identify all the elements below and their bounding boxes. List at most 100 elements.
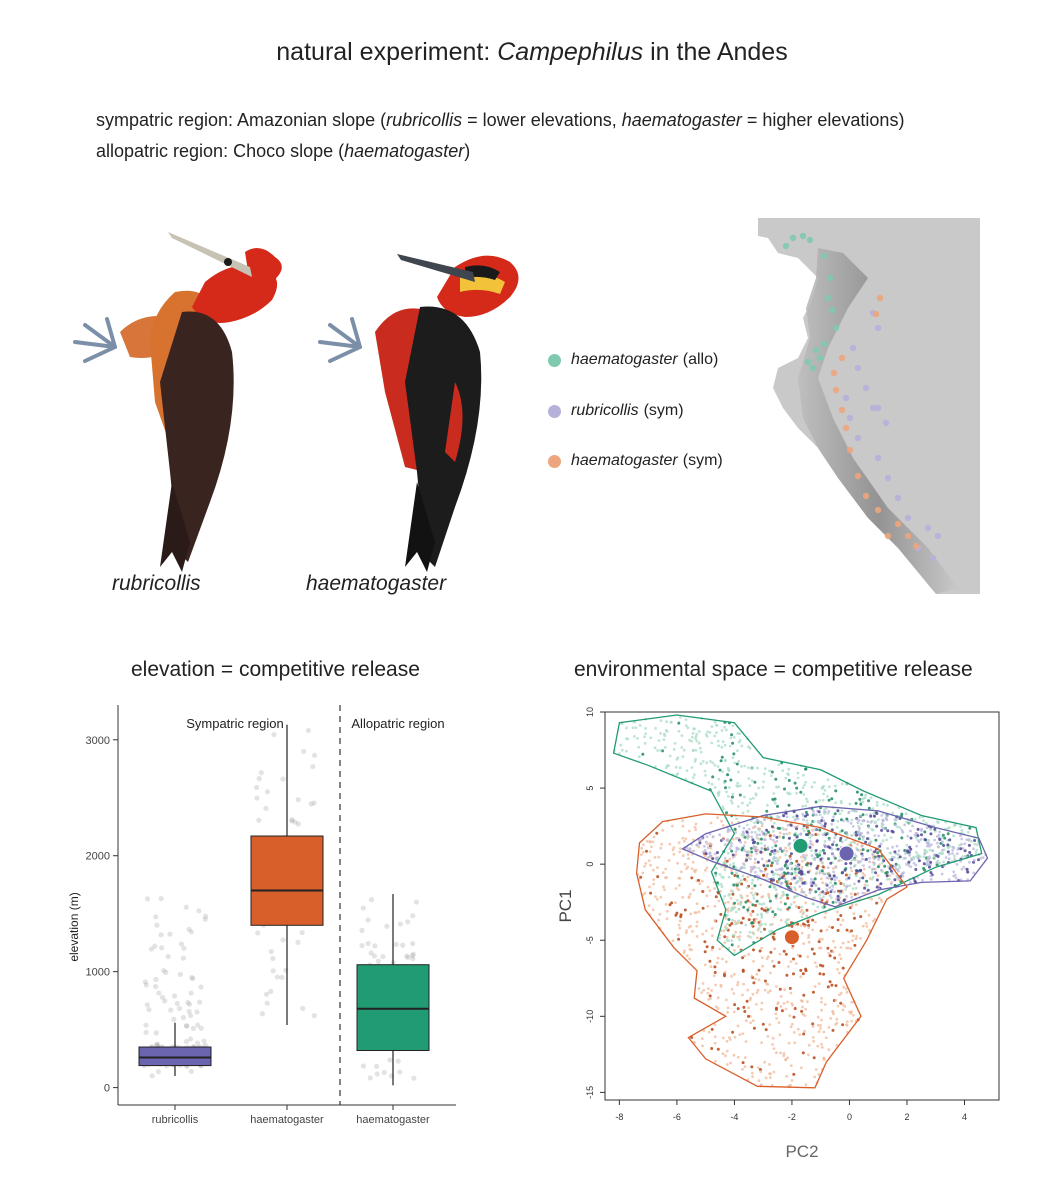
pca-point-2-280 xyxy=(760,824,764,828)
pca-point-0-148 xyxy=(737,908,741,911)
pca-point-2-526 xyxy=(704,868,707,872)
pca-point-0-183 xyxy=(888,857,892,861)
jitter-point-0-117 xyxy=(156,990,162,996)
pca-point-2-266 xyxy=(710,948,714,952)
pca-point-1-400 xyxy=(898,855,902,859)
pca-point-2-12 xyxy=(758,949,762,953)
pca-point-0-211 xyxy=(620,748,624,752)
pca-point-2-192 xyxy=(765,860,769,863)
pca-point-1-339 xyxy=(954,876,958,880)
pca-point-1-511 xyxy=(846,819,850,823)
pca-point-2-628 xyxy=(687,829,691,833)
x-tick-label-0: rubricollis xyxy=(152,1114,199,1126)
pca-point-0-457 xyxy=(727,894,731,897)
pca-point-2-348 xyxy=(842,985,846,989)
pca-point-1-576 xyxy=(796,817,800,821)
map-dot-2-14 xyxy=(884,532,892,540)
jitter-point-0-54 xyxy=(153,1030,159,1036)
map-dot-0-0 xyxy=(789,234,797,242)
pca-point-1-635 xyxy=(929,871,933,874)
pca-point-0-792 xyxy=(865,813,868,817)
pca-point-2-289 xyxy=(870,897,873,901)
pca-point-1-107 xyxy=(839,836,843,840)
jitter-point-2-46 xyxy=(395,1058,401,1064)
pca-point-1-481 xyxy=(823,851,826,855)
pca-point-2-786 xyxy=(832,1012,835,1016)
pca-point-2-673 xyxy=(769,906,772,910)
jitter-point-1-59 xyxy=(270,968,276,974)
pca-point-2-560 xyxy=(794,874,798,878)
pca-point-0-666 xyxy=(693,773,696,777)
pca-point-1-191 xyxy=(731,853,735,857)
pca-point-0-91 xyxy=(756,913,759,916)
jitter-point-0-5 xyxy=(144,1002,150,1008)
pca-point-0-451 xyxy=(898,866,902,869)
pca-point-0-519 xyxy=(690,766,694,769)
pca-point-2-677 xyxy=(826,898,829,902)
jitter-point-0-164 xyxy=(159,994,166,1000)
pca-point-1-196 xyxy=(833,878,837,882)
pca-point-0-649 xyxy=(835,826,839,829)
pca-point-0-743 xyxy=(771,797,775,801)
envelope-lines xyxy=(612,714,989,1089)
pca-point-0-836 xyxy=(644,732,648,736)
pca-point-1-197 xyxy=(831,843,835,847)
pca-point-1-114 xyxy=(861,891,865,895)
pca-point-2-575 xyxy=(788,1014,792,1018)
pca-point-1-479 xyxy=(745,830,749,834)
pca-point-1-469 xyxy=(845,877,848,881)
pca-point-2-300 xyxy=(728,1038,732,1041)
pca-point-0-468 xyxy=(883,833,886,837)
pca-point-1-453 xyxy=(901,874,905,878)
pca-point-2-236 xyxy=(839,914,843,917)
pca-point-2-674 xyxy=(827,951,831,955)
pca-point-1-638 xyxy=(751,867,754,871)
pca-point-0-690 xyxy=(633,735,636,738)
pca-point-1-342 xyxy=(951,852,954,855)
jitter-point-0-36 xyxy=(184,1023,190,1029)
pca-point-2-489 xyxy=(760,895,764,899)
pca-point-2-688 xyxy=(796,1027,800,1031)
pca-point-0-145 xyxy=(716,739,720,743)
pca-point-2-666 xyxy=(811,1022,815,1026)
pca-point-0-252 xyxy=(718,872,722,876)
pca-point-0-767 xyxy=(952,824,956,827)
pca-point-0-760 xyxy=(774,888,778,892)
pca-point-0-634 xyxy=(923,848,927,852)
pca-point-0-343 xyxy=(848,873,852,877)
pca-point-0-700 xyxy=(759,837,763,841)
jitter-point-2-51 xyxy=(397,1069,403,1075)
pca-point-2-45 xyxy=(691,930,694,933)
pca-point-1-392 xyxy=(860,844,864,848)
pca-point-0-750 xyxy=(865,879,869,883)
y-tick-label-3: -5 xyxy=(585,936,595,944)
pca-point-0-848 xyxy=(746,809,750,813)
pca-point-0-382 xyxy=(821,848,825,852)
pca-point-0-698 xyxy=(673,741,677,745)
pca-point-2-576 xyxy=(762,908,766,912)
pca-point-0-360 xyxy=(784,776,788,780)
pca-point-1-253 xyxy=(908,854,912,857)
pca-point-0-440 xyxy=(727,795,730,798)
pca-point-2-448 xyxy=(788,986,792,990)
pca-point-1-450 xyxy=(897,849,901,853)
pca-point-0-69 xyxy=(677,729,681,733)
pca-point-2-111 xyxy=(720,819,723,823)
jitter-point-0-56 xyxy=(198,984,204,990)
jitter-point-2-85 xyxy=(410,951,416,957)
pca-point-1-321 xyxy=(917,840,921,844)
pca-point-2-440 xyxy=(725,859,729,863)
pca-point-2-322 xyxy=(841,918,845,922)
pca-point-2-888 xyxy=(664,903,668,906)
pca-point-1-388 xyxy=(862,864,865,868)
pca-point-1-353 xyxy=(823,824,827,828)
map-dot-0-10 xyxy=(812,346,820,354)
pca-point-1-626 xyxy=(855,833,858,837)
x-tick-label-3: -2 xyxy=(788,1112,796,1122)
pca-point-2-714 xyxy=(755,917,758,921)
pca-point-0-692 xyxy=(672,748,676,751)
pca-point-2-252 xyxy=(835,1043,839,1047)
pca-point-0-467 xyxy=(726,766,730,770)
pca-point-2-14 xyxy=(851,939,854,942)
pca-point-1-232 xyxy=(850,895,854,899)
